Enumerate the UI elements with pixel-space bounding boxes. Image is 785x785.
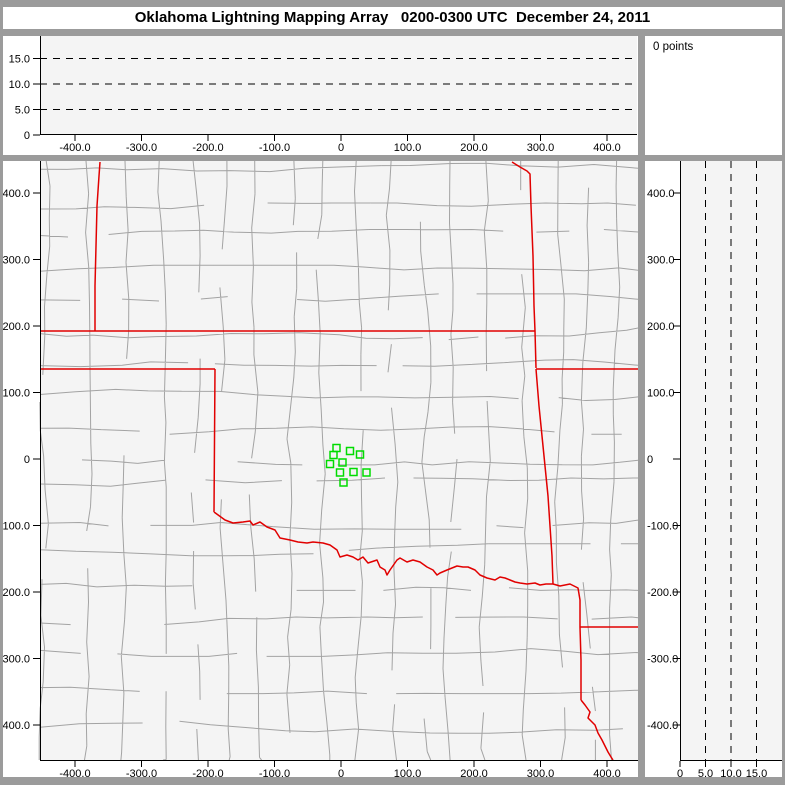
svg-text:0: 0: [338, 142, 344, 154]
svg-text:-400.0: -400.0: [647, 720, 678, 732]
svg-text:-100.0: -100.0: [3, 521, 30, 533]
svg-text:15.0: 15.0: [9, 54, 30, 66]
svg-text:0: 0: [338, 768, 344, 777]
altitude-ew-panel: 0 5.0 10.0 15.0 -400.0 -300.0 -200.0 -100.0 0 100…: [3, 36, 638, 155]
svg-text:0: 0: [24, 454, 30, 466]
svg-text:100.0: 100.0: [394, 768, 422, 777]
map-panel: -400.0 -300.0 -200.0 -100.0 0 100.0 200.0 300.0…: [3, 161, 638, 777]
svg-text:300.0: 300.0: [647, 255, 675, 267]
station-marker: [349, 467, 358, 477]
station-marker: [362, 468, 371, 477]
station-marker: [345, 446, 355, 456]
station-markers: [325, 443, 371, 487]
svg-text:15.0: 15.0: [746, 768, 767, 777]
station-marker: [338, 458, 347, 467]
station-marker: [335, 468, 345, 477]
svg-text:-400.0: -400.0: [59, 142, 90, 154]
svg-text:-300.0: -300.0: [126, 142, 157, 154]
svg-text:-100.0: -100.0: [259, 142, 290, 154]
svg-text:100.0: 100.0: [394, 142, 422, 154]
svg-text:-200.0: -200.0: [3, 587, 30, 599]
station-marker: [339, 478, 348, 487]
svg-text:-400.0: -400.0: [3, 720, 30, 732]
svg-text:200.0: 200.0: [460, 142, 488, 154]
svg-text:-100.0: -100.0: [647, 521, 678, 533]
tick-labels: 400.0 300.0 200.0 100.0 0 -100.0 -200.0 -300.0 -…: [647, 188, 767, 777]
axes: [40, 36, 637, 135]
state-borders: [40, 161, 638, 761]
svg-text:100.0: 100.0: [3, 388, 30, 400]
svg-text:400.0: 400.0: [647, 188, 675, 200]
county-lines: [38, 161, 638, 761]
svg-text:300.0: 300.0: [527, 142, 555, 154]
svg-text:0: 0: [677, 768, 683, 777]
svg-text:-400.0: -400.0: [59, 768, 90, 777]
altitude-gridlines: [40, 58, 637, 110]
svg-text:400.0: 400.0: [593, 142, 621, 154]
points-count-label: 0 points: [653, 41, 694, 53]
svg-text:-200.0: -200.0: [192, 768, 223, 777]
altitude-gridlines: [705, 161, 757, 760]
svg-text:200.0: 200.0: [460, 768, 488, 777]
plot-background: [40, 36, 637, 135]
tick-labels: 0 5.0 10.0 15.0 -400.0 -300.0 -200.0 -100.0 0 100…: [9, 54, 621, 155]
svg-text:-100.0: -100.0: [259, 768, 290, 777]
station-marker: [325, 459, 335, 469]
station-marker: [329, 450, 338, 460]
axes: [680, 161, 782, 761]
svg-text:-200.0: -200.0: [647, 587, 678, 599]
axes: [40, 161, 638, 761]
tick-marks: [33, 192, 608, 767]
svg-text:200.0: 200.0: [3, 321, 30, 333]
window-title: Oklahoma Lightning Mapping Array 0200-03…: [3, 7, 782, 29]
svg-text:0: 0: [24, 130, 30, 142]
tick-marks: [673, 192, 757, 767]
svg-text:-200.0: -200.0: [192, 142, 223, 154]
altitude-ns-panel: 400.0 300.0 200.0 100.0 0 -100.0 -200.0 -300.0 -…: [645, 161, 782, 777]
svg-text:300.0: 300.0: [3, 255, 30, 267]
svg-text:10.0: 10.0: [720, 768, 741, 777]
svg-text:200.0: 200.0: [647, 321, 675, 333]
svg-text:10.0: 10.0: [9, 79, 30, 91]
svg-text:-300.0: -300.0: [3, 654, 30, 666]
map-plot[interactable]: -400.0 -300.0 -200.0 -100.0 0 100.0 200.0 300.0…: [3, 161, 638, 777]
svg-text:-300.0: -300.0: [126, 768, 157, 777]
svg-text:400.0: 400.0: [593, 768, 621, 777]
tick-labels: -400.0 -300.0 -200.0 -100.0 0 100.0 200.0 300.0…: [3, 188, 621, 777]
svg-text:0: 0: [647, 454, 653, 466]
svg-text:100.0: 100.0: [647, 388, 675, 400]
tick-marks: [33, 58, 608, 141]
altitude-ns-plot[interactable]: 400.0 300.0 200.0 100.0 0 -100.0 -200.0 -300.0 -…: [645, 161, 782, 777]
svg-text:300.0: 300.0: [527, 768, 555, 777]
svg-text:5.0: 5.0: [698, 768, 713, 777]
altitude-ew-plot[interactable]: 0 5.0 10.0 15.0 -400.0 -300.0 -200.0 -100.0 0 100…: [3, 36, 638, 155]
station-marker: [355, 450, 365, 459]
svg-text:-300.0: -300.0: [647, 654, 678, 666]
svg-text:400.0: 400.0: [3, 188, 30, 200]
svg-text:5.0: 5.0: [15, 105, 30, 117]
points-info-box: 0 points: [645, 36, 782, 155]
